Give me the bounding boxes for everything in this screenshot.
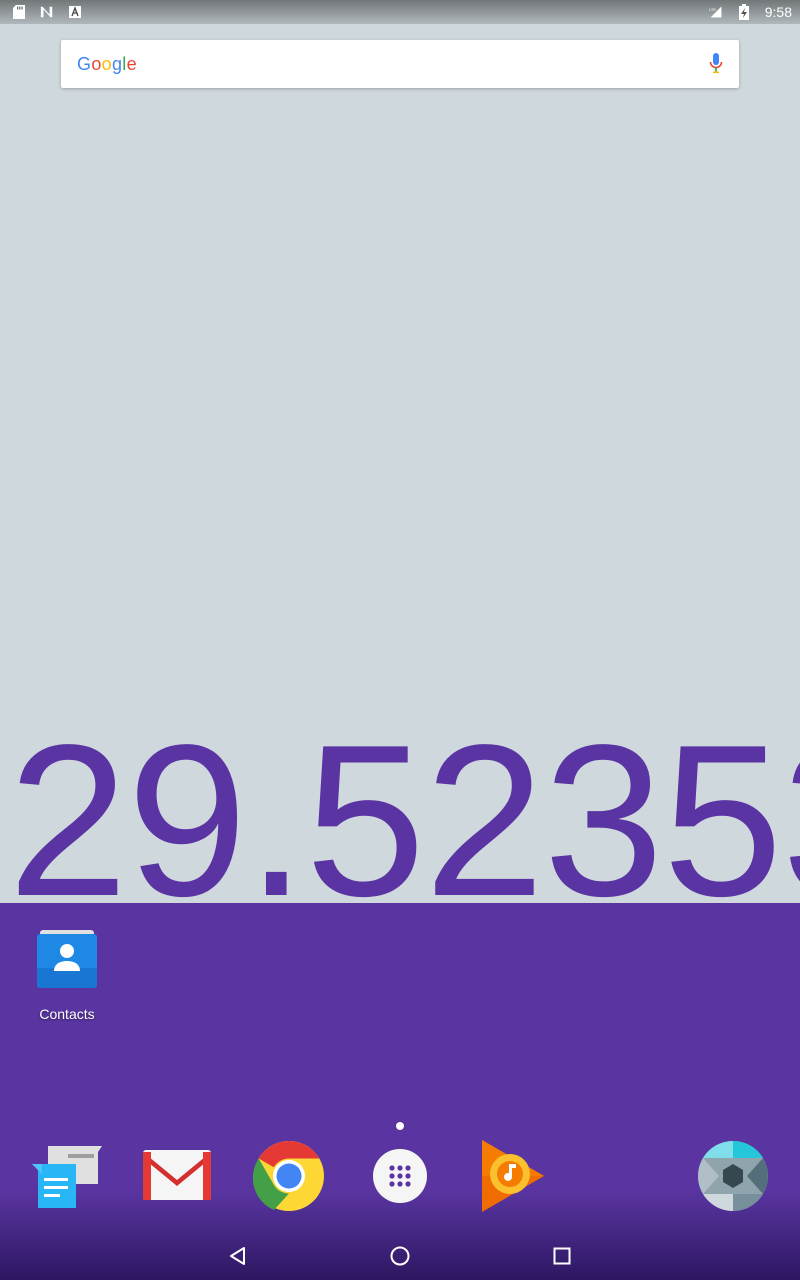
n-notification-icon: [40, 5, 54, 19]
number-widget[interactable]: 29.52353: [8, 699, 800, 941]
battery-charging-icon: [737, 4, 751, 20]
page-indicator-dot: [396, 1122, 404, 1130]
contacts-icon: [36, 928, 98, 996]
sd-card-icon: [12, 5, 26, 19]
camera-icon: [697, 1141, 769, 1216]
a-notification-icon: [68, 5, 82, 19]
gmail-icon: [141, 1150, 213, 1216]
dock-messages[interactable]: [30, 1140, 102, 1212]
app-drawer-icon: [364, 1149, 436, 1216]
back-icon[interactable]: [226, 1244, 250, 1268]
navigation-bar: [0, 1232, 800, 1280]
recents-icon[interactable]: [550, 1244, 574, 1268]
mic-icon[interactable]: [709, 53, 723, 75]
dock-app-drawer[interactable]: [364, 1140, 436, 1212]
app-contacts[interactable]: Contacts: [30, 928, 104, 1022]
dock-camera[interactable]: [697, 1140, 769, 1212]
clock: 9:58: [764, 4, 792, 20]
google-search-bar[interactable]: Google: [61, 40, 739, 88]
svg-text:LTE: LTE: [709, 7, 716, 12]
lte-signal-icon: LTE: [709, 5, 723, 19]
dock-chrome[interactable]: [252, 1140, 325, 1212]
google-logo: Google: [77, 53, 137, 74]
home-icon[interactable]: [388, 1244, 412, 1268]
play-music-icon: [476, 1140, 548, 1216]
messages-icon: [30, 1146, 102, 1216]
app-label: Contacts: [39, 1006, 95, 1022]
status-bar[interactable]: LTE 9:58: [0, 0, 800, 24]
wallpaper-upper: [0, 24, 800, 903]
chrome-icon: [252, 1141, 325, 1216]
dock-gmail[interactable]: [141, 1140, 213, 1212]
dock-play-music[interactable]: [476, 1140, 548, 1212]
